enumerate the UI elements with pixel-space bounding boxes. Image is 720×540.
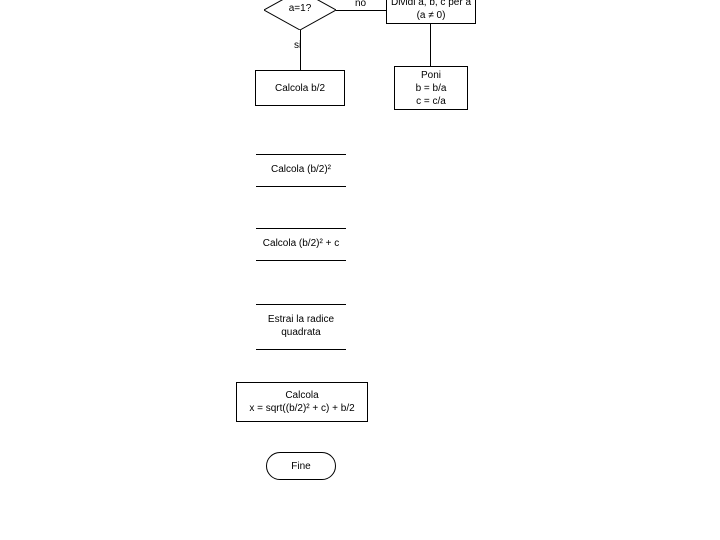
node-fine-label: Fine [291,460,310,473]
node-calc-x: Calcola x = sqrt((b/2)² + c) + b/2 [236,382,368,422]
node-calc-b2: Calcola b/2 [255,70,345,106]
node-calc-b2sq-c: Calcola (b/2)² + c [256,228,346,261]
node-calc-b2sq-label: Calcola (b/2)² [260,163,342,176]
node-estrai-radice: Estrai la radice quadrata [256,304,346,350]
decision-a-equals-1: a=1? [264,0,336,30]
edge-dividi-poni [430,24,431,66]
node-dividi-label: Dividi a, b, c per a (a ≠ 0) [391,0,471,22]
node-fine: Fine [266,452,336,480]
decision-label: a=1? [264,3,336,14]
edge-no-line [336,10,386,11]
edge-no-label: no [355,0,366,9]
node-poni: Poni b = b/a c = c/a [394,66,468,110]
node-calc-b2-label: Calcola b/2 [275,82,325,95]
node-estrai-label: Estrai la radice quadrata [260,313,342,339]
node-calc-b2sq-c-label: Calcola (b/2)² + c [260,237,342,250]
node-poni-label: Poni b = b/a c = c/a [416,69,447,108]
edge-si-label: si [294,40,301,51]
node-calc-x-label: Calcola x = sqrt((b/2)² + c) + b/2 [249,389,354,415]
node-dividi: Dividi a, b, c per a (a ≠ 0) [386,0,476,24]
node-calc-b2sq: Calcola (b/2)² [256,154,346,187]
